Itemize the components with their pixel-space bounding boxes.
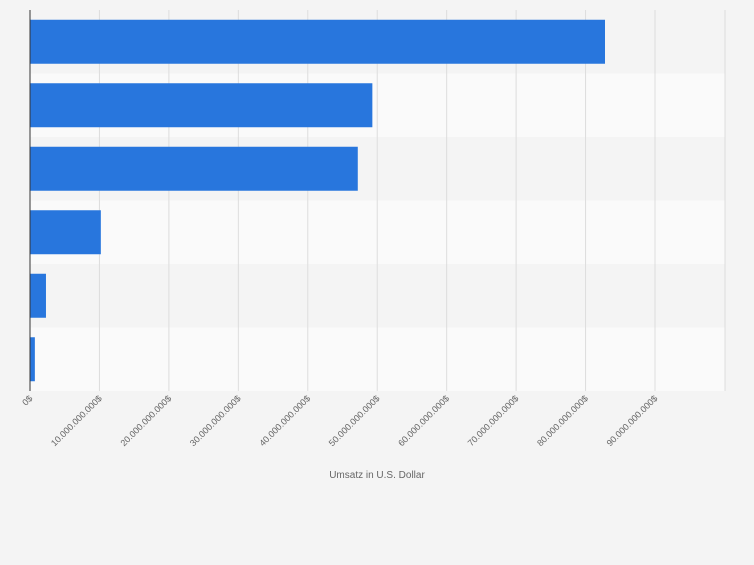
x-tick-label: 60.000.000.000$ (396, 393, 451, 448)
x-tick-labels: 0$ 10.000.000.000$ 20.000.000.000$ 30.000.0… (20, 393, 659, 448)
x-tick-label: 30.000.000.000$ (188, 393, 243, 448)
bar[interactable] (30, 19, 605, 64)
x-tick-label: 50.000.000.000$ (327, 393, 382, 448)
x-tick-label: 80.000.000.000$ (535, 393, 590, 448)
bar[interactable] (30, 146, 358, 191)
bars (30, 19, 605, 382)
x-tick-label: 20.000.000.000$ (118, 393, 173, 448)
bar[interactable] (30, 273, 46, 318)
bar[interactable] (30, 83, 373, 128)
x-tick-label: 0$ (20, 393, 34, 407)
x-tick-label: 10.000.000.000$ (49, 393, 104, 448)
bar[interactable] (30, 210, 101, 255)
x-axis-label: Umsatz in U.S. Dollar (329, 470, 425, 481)
gridlines (98, 10, 726, 391)
x-tick-label: 70.000.000.000$ (466, 393, 521, 448)
bar[interactable] (30, 337, 35, 382)
x-tick-label: 40.000.000.000$ (257, 393, 312, 448)
x-tick-label: 90.000.000.000$ (605, 393, 660, 448)
